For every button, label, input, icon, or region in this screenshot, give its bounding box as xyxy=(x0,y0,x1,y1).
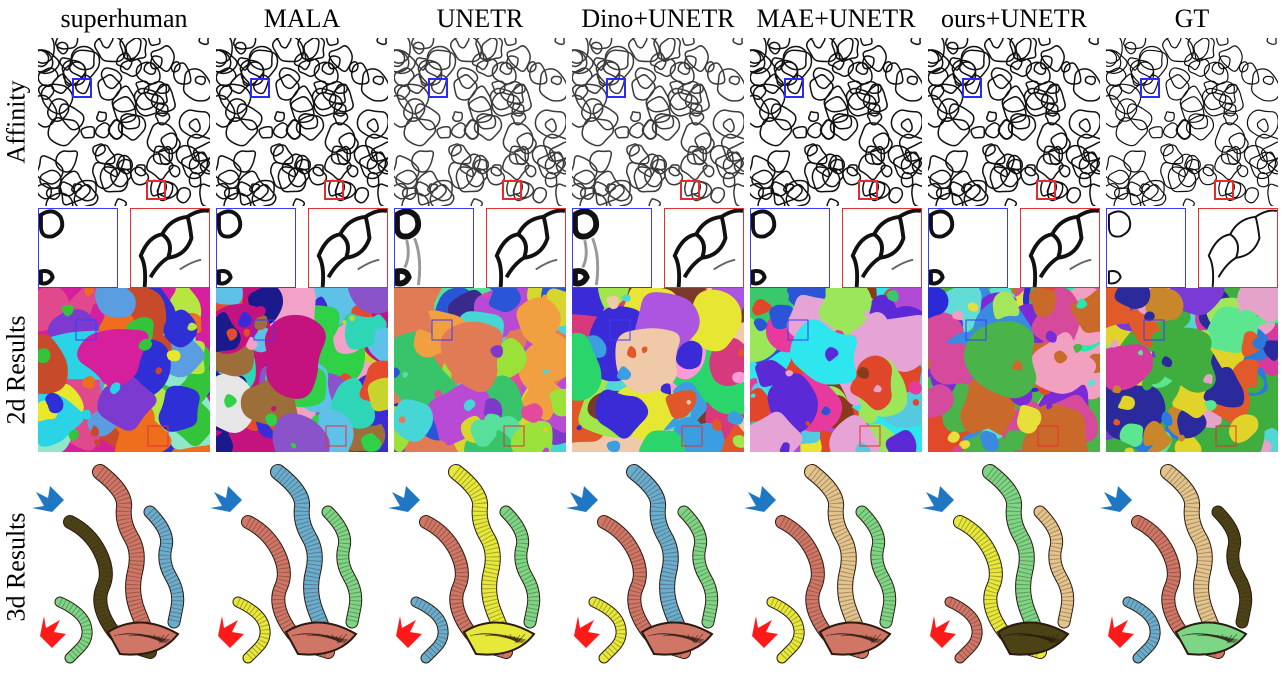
roi-marker-blue xyxy=(784,78,804,98)
zoom-crop-blue-dino-unetr xyxy=(572,208,652,288)
column-title-mae-unetr: MAE+UNETR xyxy=(756,4,916,33)
roi-marker-blue xyxy=(1140,78,1160,98)
roi-marker-red xyxy=(858,180,878,200)
row-label-2d-results: 2d Results xyxy=(2,315,32,425)
zoom-crop-red-mae-unetr xyxy=(842,208,922,288)
zoom-crop-blue-unetr xyxy=(394,208,474,288)
zoom-crop-red-ours-unetr xyxy=(1020,208,1100,288)
segmentation-2d-ours-unetr xyxy=(928,288,1100,452)
zoom-crop-red-mala xyxy=(308,208,388,288)
render-3d-superhuman xyxy=(30,462,212,672)
row-label-3d-results: 3d Results xyxy=(2,512,32,622)
roi-marker-red xyxy=(1214,180,1234,200)
roi-marker-blue xyxy=(250,78,270,98)
affinity-map-ours-unetr xyxy=(928,38,1100,206)
affinity-map-superhuman xyxy=(38,38,210,206)
render-3d-unetr xyxy=(386,462,568,672)
row-label-affinity: Affinity xyxy=(2,80,32,164)
roi-marker-red xyxy=(146,180,166,200)
column-title-mala: MALA xyxy=(263,4,341,33)
segmentation-2d-unetr xyxy=(394,288,566,452)
roi-marker-red xyxy=(502,180,522,200)
roi-marker-blue xyxy=(428,78,448,98)
column-title-superhuman: superhuman xyxy=(60,4,188,33)
zoom-crop-red-unetr xyxy=(486,208,566,288)
segmentation-2d-dino-unetr xyxy=(572,288,744,452)
affinity-map-gt xyxy=(1106,38,1278,206)
roi-marker-red xyxy=(680,180,700,200)
zoom-crop-red-dino-unetr xyxy=(664,208,744,288)
column-title-unetr: UNETR xyxy=(436,4,524,33)
roi-marker-blue xyxy=(606,78,626,98)
roi-marker-blue xyxy=(962,78,982,98)
roi-marker-red xyxy=(324,180,344,200)
column-title-ours-unetr: ours+UNETR xyxy=(940,4,1088,33)
zoom-crop-blue-mae-unetr xyxy=(750,208,830,288)
zoom-crop-blue-mala xyxy=(216,208,296,288)
affinity-map-unetr xyxy=(394,38,566,206)
zoom-crop-blue-superhuman xyxy=(38,208,118,288)
render-3d-mala xyxy=(208,462,390,672)
affinity-map-mae-unetr xyxy=(750,38,922,206)
roi-marker-red xyxy=(1036,180,1056,200)
render-3d-mae-unetr xyxy=(742,462,924,672)
render-3d-gt xyxy=(1098,462,1280,672)
affinity-map-mala xyxy=(216,38,388,206)
render-3d-ours-unetr xyxy=(920,462,1102,672)
zoom-crop-blue-ours-unetr xyxy=(928,208,1008,288)
zoom-crop-red-superhuman xyxy=(130,208,210,288)
segmentation-2d-superhuman xyxy=(38,288,210,452)
segmentation-2d-gt xyxy=(1106,288,1278,452)
affinity-map-dino-unetr xyxy=(572,38,744,206)
column-title-gt: GT xyxy=(1174,4,1210,33)
column-title-dino-unetr: Dino+UNETR xyxy=(581,4,735,33)
zoom-crop-red-gt xyxy=(1198,208,1278,288)
zoom-crop-blue-gt xyxy=(1106,208,1186,288)
segmentation-2d-mala xyxy=(216,288,388,452)
roi-marker-blue xyxy=(72,78,92,98)
segmentation-2d-mae-unetr xyxy=(750,288,922,452)
render-3d-dino-unetr xyxy=(564,462,746,672)
